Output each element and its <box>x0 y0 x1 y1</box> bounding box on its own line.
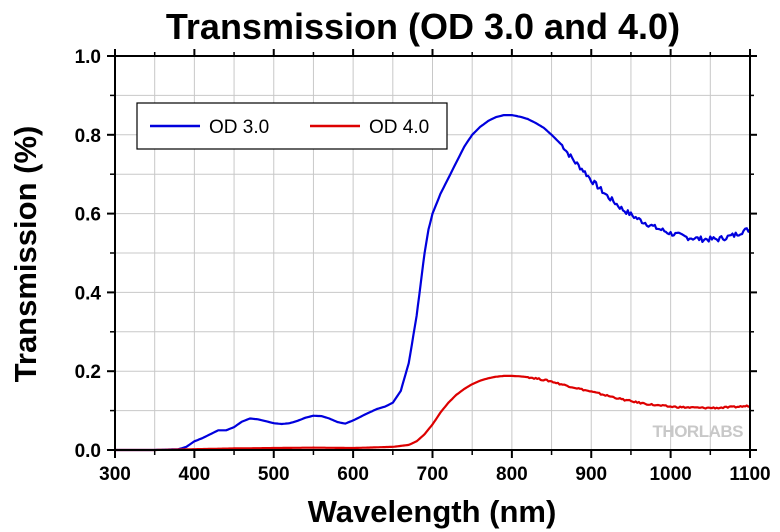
x-tick-label: 700 <box>417 464 449 485</box>
series-line-od4 <box>115 374 751 452</box>
x-tick-label: 500 <box>258 464 290 485</box>
x-axis-label: Wavelength (nm) <box>308 494 557 529</box>
y-tick-label: 0.6 <box>75 205 101 226</box>
chart-title: Transmission (OD 3.0 and 4.0) <box>166 6 680 47</box>
x-tick-label: 300 <box>99 464 131 485</box>
tick-labels: 300 400 500 600 700 800 900 1000 1100 0.0 0.2 0.4 0.… <box>75 47 771 485</box>
thorlabs-watermark: THORLABS <box>653 422 744 441</box>
y-axis-label: Transmission (%) <box>8 126 43 383</box>
y-tick-label: 0.8 <box>75 126 101 147</box>
x-tick-label: 1000 <box>649 464 691 485</box>
legend: OD 3.0 OD 4.0 <box>136 102 448 150</box>
series-line-od3 <box>115 114 751 452</box>
y-tick-label: 0.0 <box>75 441 101 462</box>
x-tick-label: 800 <box>496 464 528 485</box>
x-tick-label: 900 <box>575 464 607 485</box>
x-tick-label: 400 <box>179 464 211 485</box>
x-tick-label: 600 <box>337 464 369 485</box>
legend-label-od4: OD 4.0 <box>369 117 429 138</box>
y-tick-label: 1.0 <box>75 47 101 68</box>
series-layer <box>115 114 751 452</box>
axes <box>107 49 757 458</box>
legend-label-od3: OD 3.0 <box>209 117 269 138</box>
y-tick-label: 0.4 <box>75 283 102 304</box>
y-tick-label: 0.2 <box>75 362 101 383</box>
x-tick-label: 1100 <box>729 464 770 485</box>
